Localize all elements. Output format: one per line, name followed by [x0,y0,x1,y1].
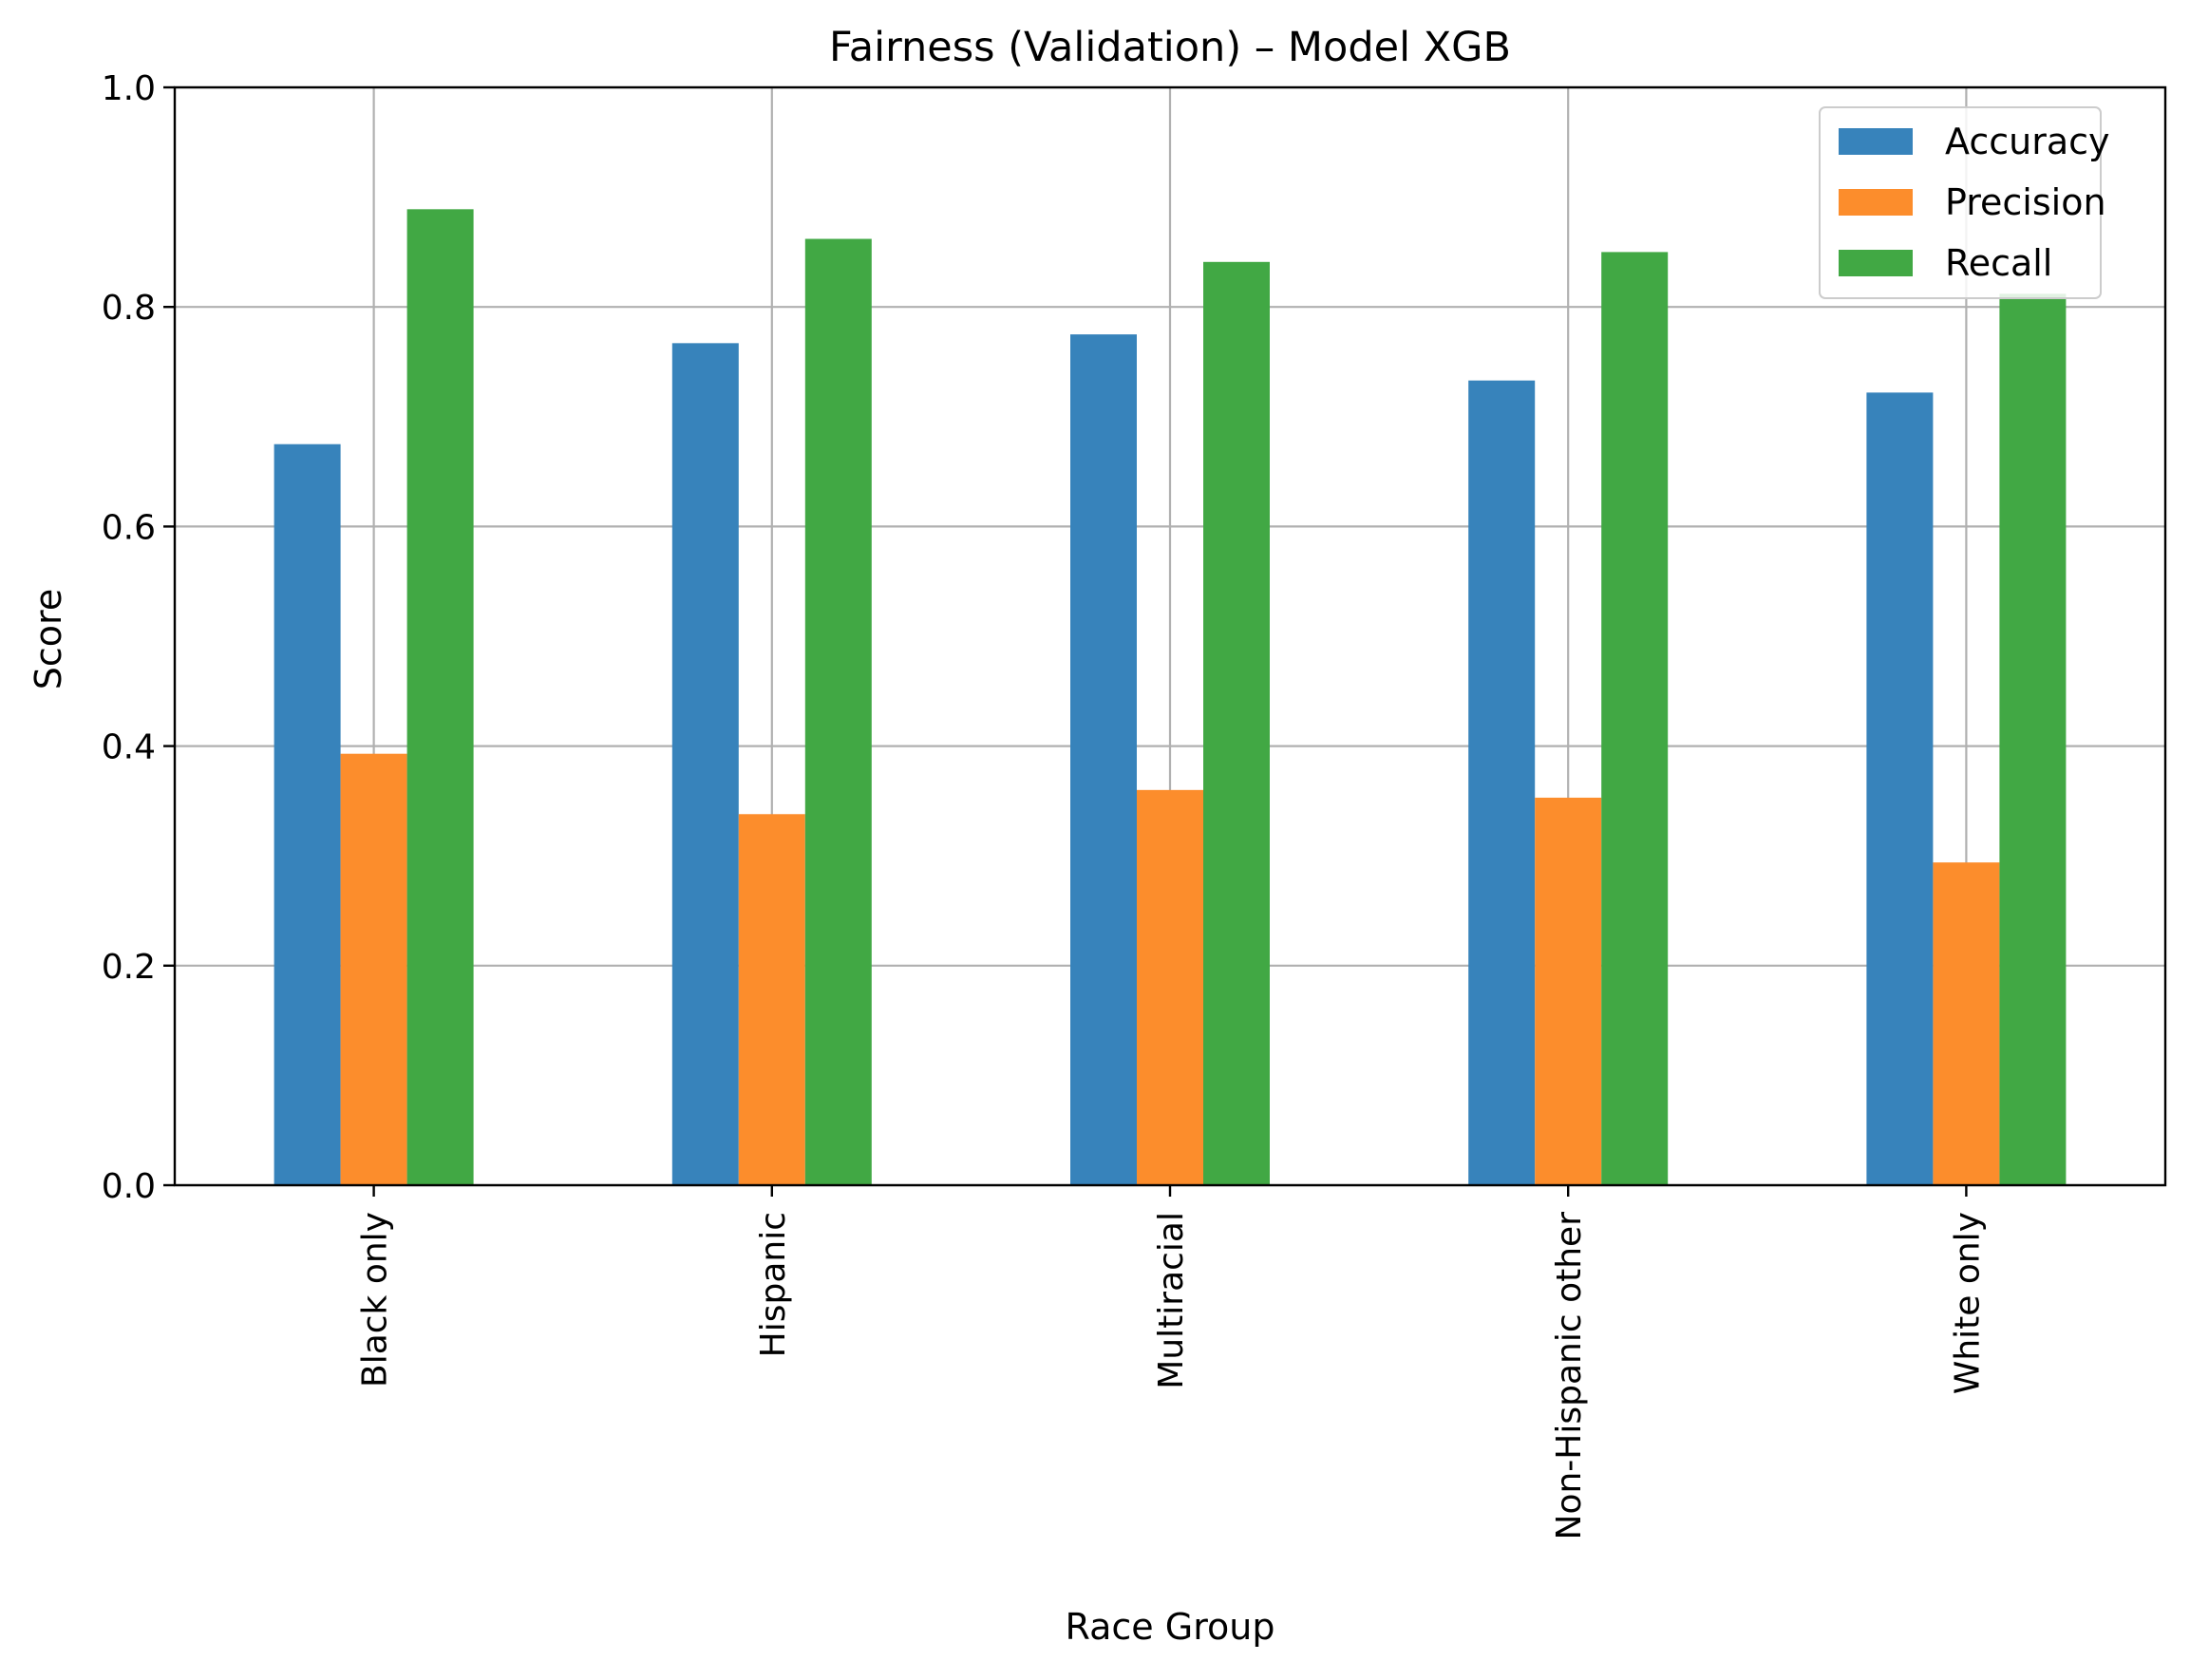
legend-swatch-precision [1839,189,1913,216]
x-tick-label: Non-Hispanic other [1550,1212,1589,1540]
bar-precision-0 [340,753,407,1185]
y-tick-label: 0.4 [102,728,156,767]
legend-label-recall: Recall [1945,242,2052,284]
x-axis-label: Race Group [1066,1606,1275,1648]
y-tick-label: 0.8 [102,289,156,328]
bar-recall-2 [1203,261,1270,1186]
legend-label-accuracy: Accuracy [1945,121,2110,162]
bar-precision-1 [738,814,805,1185]
y-tick-label: 0.6 [102,508,156,547]
bar-recall-4 [1999,293,2067,1185]
bar-accuracy-2 [1070,334,1137,1186]
y-tick-label: 0.2 [102,948,156,987]
x-tick-label: Hispanic [754,1212,793,1357]
y-axis-label: Score [28,589,69,689]
plot-frame [173,85,2167,1187]
legend-label-precision: Precision [1945,181,2106,223]
bars [274,209,2067,1186]
x-tick-label: White only [1948,1212,1987,1394]
y-tick-label: 0.0 [102,1167,156,1206]
bar-recall-3 [1601,252,1669,1185]
axes [163,85,2167,1197]
bar-recall-1 [804,238,872,1185]
legend-swatch-accuracy [1839,128,1913,155]
legend-swatch-recall [1839,250,1913,276]
bar-precision-2 [1137,789,1203,1185]
chart-title: Fairness (Validation) – Model XGB [829,24,1511,71]
tick-labels: 0.0 0.2 0.4 0.6 0.8 1.0 Black only Hispanic Mult… [102,69,1988,1539]
bar-precision-3 [1535,797,1602,1185]
bar-accuracy-3 [1468,380,1536,1186]
x-tick-label: Black only [356,1212,395,1387]
x-tick-label: Multiracial [1152,1212,1191,1389]
bar-accuracy-0 [274,444,341,1185]
legend: Accuracy Precision Recall [1819,106,2110,299]
bar-accuracy-1 [671,343,739,1185]
bar-precision-4 [1933,862,2000,1185]
bar-accuracy-4 [1866,392,1934,1185]
y-tick-label: 1.0 [102,69,156,108]
bar-recall-0 [406,209,474,1185]
